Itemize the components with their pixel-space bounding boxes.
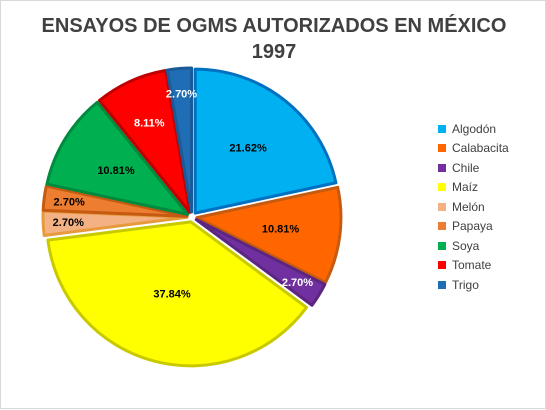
legend-swatch xyxy=(438,202,446,211)
pie-slice-algodón xyxy=(193,67,338,215)
pie-slice-maíz xyxy=(46,220,309,368)
legend-item-melón: Melón xyxy=(438,197,509,217)
data-label-chile: 2.70% xyxy=(282,277,313,289)
legend-swatch xyxy=(438,183,446,192)
data-label-trigo: 2.70% xyxy=(166,89,197,101)
legend-swatch xyxy=(438,222,446,231)
pie-slice-chile xyxy=(194,218,327,307)
legend-item-soya: Soya xyxy=(438,236,509,256)
legend-swatch xyxy=(438,241,446,250)
legend-item-maíz: Maíz xyxy=(438,178,509,198)
data-label-tomate: 8.11% xyxy=(134,118,165,130)
legend-label: Melón xyxy=(452,199,485,214)
legend-item-trigo: Trigo xyxy=(438,275,509,295)
pie-slice-soya xyxy=(45,100,190,216)
legend-swatch xyxy=(438,163,446,172)
legend-item-papaya: Papaya xyxy=(438,217,509,237)
chart-title-line-1: ENSAYOS DE OGMS AUTORIZADOS EN MÉXICO xyxy=(41,15,507,37)
legend: Algodón Calabacita Chile Maíz Melón Papaya Soy… xyxy=(438,119,509,295)
legend-item-algodón: Algodón xyxy=(438,119,509,139)
chart-title-line-2: 1997 xyxy=(251,41,297,63)
data-label-papaya: 2.70% xyxy=(54,196,85,208)
data-label-maíz: 37.84% xyxy=(153,289,191,301)
legend-item-tomate: Tomate xyxy=(438,256,509,276)
legend-label: Calabacita xyxy=(452,141,509,156)
legend-label: Tomate xyxy=(452,258,492,273)
pie-slice-trigo xyxy=(165,66,194,214)
legend-label: Soya xyxy=(452,238,480,253)
legend-label: Maíz xyxy=(452,180,479,195)
data-label-algodón: 21.62% xyxy=(229,143,267,155)
pie-slice-tomate xyxy=(97,69,192,214)
legend-item-chile: Chile xyxy=(438,158,509,178)
pie-slice-papaya xyxy=(41,184,189,218)
legend-swatch xyxy=(438,124,446,133)
data-label-soya: 10.81% xyxy=(97,165,135,177)
data-label-melón: 2.70% xyxy=(53,217,84,229)
data-label-calabacita: 10.81% xyxy=(262,223,300,235)
pie-slice-calabacita xyxy=(195,185,343,284)
legend-label: Chile xyxy=(452,160,480,175)
legend-swatch xyxy=(438,261,446,270)
legend-swatch xyxy=(438,280,446,289)
chart-title: ENSAYOS DE OGMS AUTORIZADOS EN MÉXICO 19… xyxy=(1,13,546,65)
legend-label: Trigo xyxy=(452,277,479,292)
legend-swatch xyxy=(438,144,446,153)
legend-label: Papaya xyxy=(452,219,493,234)
legend-label: Algodón xyxy=(452,121,497,136)
legend-item-calabacita: Calabacita xyxy=(438,139,509,159)
